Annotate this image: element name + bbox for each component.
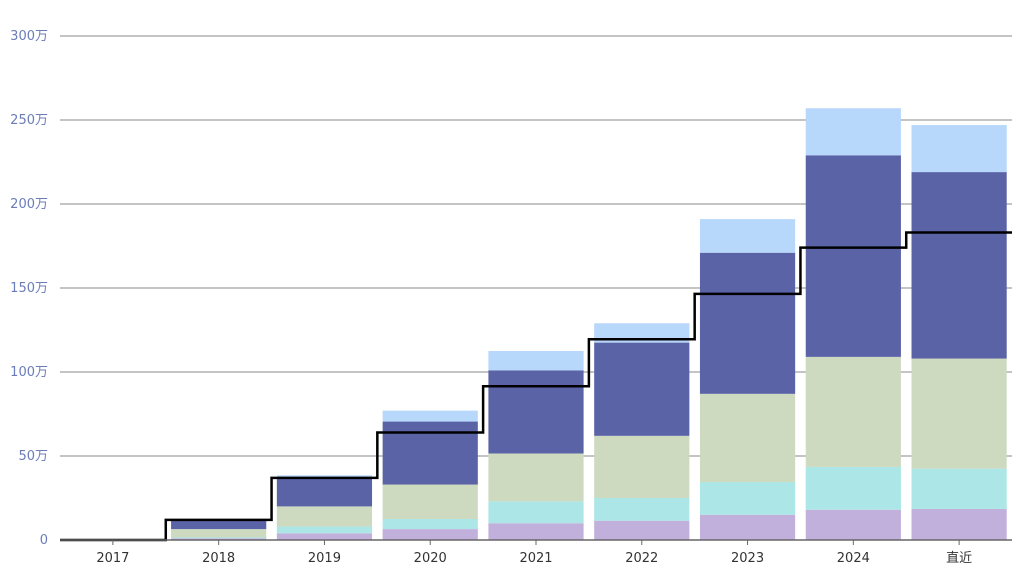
bar-segment [488,523,584,540]
x-tick-label: 2024 [837,551,870,566]
x-tick-label: 2019 [308,551,341,566]
bar-segment [699,393,796,483]
x-tick-label: 2023 [731,551,764,566]
bar-segment [911,508,1007,540]
bar-segment [699,252,796,394]
bar-segment [805,155,901,357]
y-axis-ticks: 0 50万 100万 150万 200万 250万 300万 [10,29,48,548]
x-tick-label: 直近 [946,551,972,566]
bar-segment [276,533,373,540]
y-tick-label: 100万 [10,365,48,380]
y-tick-label: 200万 [10,197,48,212]
bar-segment [276,506,373,527]
x-tick-label: 2022 [625,551,658,566]
bar-segment [488,351,584,371]
bar-segment [594,435,690,498]
bar-layer [171,108,1007,540]
bar-segment [699,219,796,253]
bar-segment [594,342,690,436]
bar-segment [488,453,584,502]
bar-segment [382,529,478,540]
x-tick-label: 2017 [96,551,129,566]
bar-segment [276,526,373,534]
bar-segment [594,520,690,540]
bar-segment [911,125,1007,173]
bar-segment [171,538,267,540]
bar-segment [488,501,584,524]
bar-segment [805,356,901,467]
bar-segment [382,519,478,530]
bar-segment [171,520,267,530]
y-tick-label: 150万 [10,281,48,296]
cumulative-line-layer [60,231,1012,542]
bar-segment [171,537,267,539]
bar-segment [382,484,478,519]
bar-segment [276,478,373,507]
bar-segment [594,498,690,521]
x-tick-label: 2021 [519,551,552,566]
bar-segment [382,410,478,422]
bar-segment [699,514,796,540]
bar-segment [911,358,1007,469]
x-tick-label: 2018 [202,551,235,566]
bar-segment [594,323,690,343]
bar-segment [805,509,901,540]
y-tick-label: 300万 [10,29,48,44]
bar-segment [911,468,1007,509]
y-tick-label: 50万 [18,449,48,464]
bar-segment [382,421,478,485]
x-axis-ticks: 2017 2018 2019 2020 2021 2022 2023 2024 直近 [96,540,972,566]
bar-segment [805,466,901,510]
bar-segment [171,529,267,538]
x-tick-label: 2020 [414,551,447,566]
y-tick-label: 0 [40,533,48,548]
y-tick-label: 250万 [10,113,48,128]
cumulative-step-line [60,231,1012,542]
bar-segment [488,370,584,454]
bar-segment [911,172,1007,359]
bar-segment [699,482,796,515]
bar-segment [805,108,901,156]
